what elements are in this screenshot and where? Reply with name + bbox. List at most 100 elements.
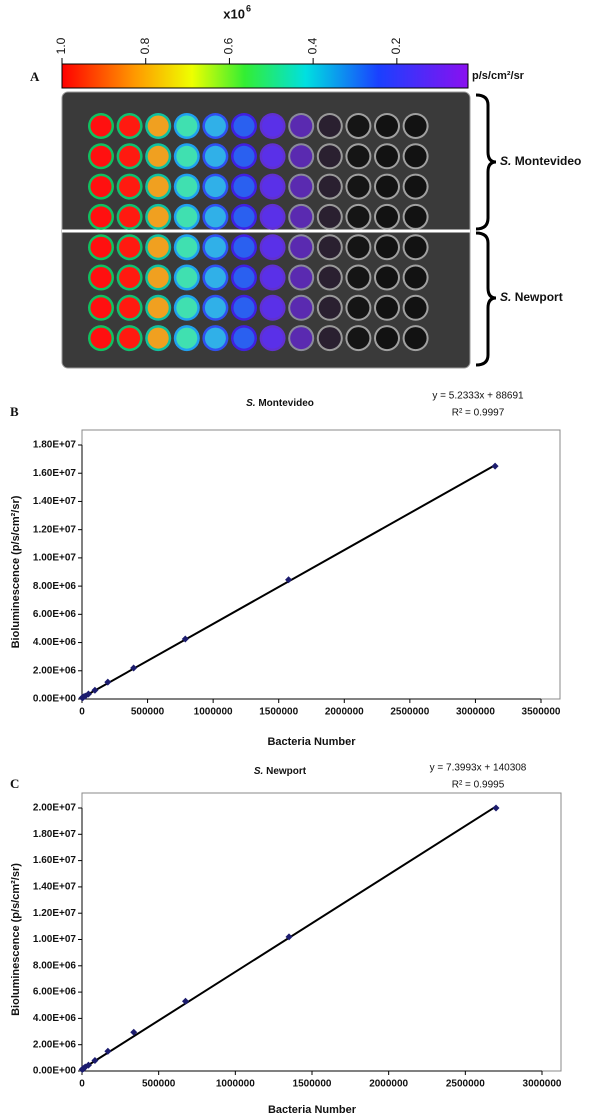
plot-area bbox=[81, 429, 561, 700]
well-core bbox=[376, 175, 398, 198]
colorbar-multiplier: x10 bbox=[223, 6, 245, 21]
well-core bbox=[376, 296, 398, 319]
y-tick-label: 1.60E+07 bbox=[33, 855, 77, 866]
well-core bbox=[119, 115, 141, 137]
well-core bbox=[233, 145, 255, 167]
y-tick-label: 6.00E+06 bbox=[33, 609, 77, 620]
well-core bbox=[204, 267, 226, 288]
well-core bbox=[176, 327, 198, 349]
well-core bbox=[376, 236, 398, 259]
y-tick-label: 1.80E+07 bbox=[33, 440, 77, 451]
y-tick-label: 0.00E+00 bbox=[33, 694, 77, 705]
well-core bbox=[262, 236, 284, 258]
data-point bbox=[91, 686, 99, 694]
well-core bbox=[347, 266, 370, 289]
well-core bbox=[233, 327, 255, 349]
well-core bbox=[318, 236, 341, 259]
data-point bbox=[491, 462, 499, 470]
well-core bbox=[204, 236, 226, 258]
well-core bbox=[262, 115, 284, 137]
data-point bbox=[130, 1028, 138, 1036]
y-tick-label: 6.00E+06 bbox=[33, 987, 77, 998]
well-core bbox=[347, 236, 370, 259]
well-core bbox=[290, 266, 313, 289]
well-core bbox=[204, 176, 226, 198]
well-core bbox=[233, 297, 255, 319]
well-core bbox=[404, 175, 427, 198]
well-core bbox=[318, 296, 341, 319]
well-core bbox=[176, 297, 198, 319]
data-point bbox=[181, 635, 189, 643]
well-core bbox=[147, 327, 169, 349]
y-tick-label: 8.00E+06 bbox=[33, 581, 77, 592]
equation: y = 5.2333x + 88691 bbox=[432, 391, 524, 402]
data-point bbox=[285, 576, 293, 584]
colorbar-tick-label: 0.2 bbox=[389, 37, 403, 54]
well-core bbox=[119, 297, 141, 319]
well-core bbox=[376, 145, 398, 168]
y-tick-label: 1.40E+07 bbox=[33, 496, 77, 507]
well-core bbox=[119, 267, 141, 288]
well-core bbox=[318, 205, 341, 228]
x-axis-label: Bacteria Number bbox=[267, 736, 356, 748]
well-core bbox=[90, 206, 112, 228]
well-core bbox=[376, 266, 398, 289]
x-tick-label: 1000000 bbox=[216, 1079, 255, 1090]
colorbar-tick-label: 0.8 bbox=[138, 37, 152, 54]
chart-title: S. Montevideo bbox=[246, 398, 314, 409]
well-core bbox=[233, 267, 255, 288]
well-core bbox=[347, 327, 370, 350]
plot-area bbox=[81, 792, 562, 1072]
panel-label: A bbox=[30, 69, 40, 84]
well-core bbox=[233, 115, 255, 137]
well-core bbox=[147, 176, 169, 198]
colorbar-tick-label: 0.4 bbox=[305, 37, 319, 54]
y-tick-label: 2.00E+06 bbox=[33, 1039, 77, 1050]
well-core bbox=[147, 297, 169, 319]
well-core bbox=[376, 115, 398, 137]
y-tick-label: 4.00E+06 bbox=[33, 637, 77, 648]
chart-title-name: Newport bbox=[266, 766, 307, 777]
well-core bbox=[347, 145, 370, 168]
well-core bbox=[290, 236, 313, 259]
well-core bbox=[204, 327, 226, 349]
data-point bbox=[285, 933, 293, 941]
well-core bbox=[404, 145, 427, 168]
well-core bbox=[262, 206, 284, 228]
chart-title-genus: S. bbox=[254, 766, 263, 777]
y-tick-label: 2.00E+06 bbox=[33, 665, 77, 676]
x-tick-label: 2000000 bbox=[369, 1079, 408, 1090]
well-core bbox=[176, 267, 198, 288]
colorbar bbox=[61, 63, 469, 89]
well-core bbox=[318, 115, 341, 137]
x-tick-label: 3500000 bbox=[522, 707, 561, 718]
well-core bbox=[347, 175, 370, 198]
well-core bbox=[262, 176, 284, 198]
well-core bbox=[119, 206, 141, 228]
well-core bbox=[404, 327, 427, 350]
data-point bbox=[182, 997, 189, 1005]
colorbar-tick-label: 1.0 bbox=[54, 37, 68, 54]
well-core bbox=[347, 205, 370, 228]
panel-label: C bbox=[10, 776, 19, 791]
well-core bbox=[90, 176, 112, 198]
well-core bbox=[233, 236, 255, 258]
x-tick-label: 3000000 bbox=[523, 1079, 562, 1090]
x-tick-label: 2500000 bbox=[390, 707, 429, 718]
well-core bbox=[204, 297, 226, 319]
y-tick-label: 1.20E+07 bbox=[33, 908, 77, 919]
group-label: S. Montevideo bbox=[500, 154, 581, 168]
bracket bbox=[475, 93, 497, 231]
x-tick-label: 1000000 bbox=[194, 707, 233, 718]
well-core bbox=[290, 327, 313, 350]
x-axis-label: Bacteria Number bbox=[268, 1104, 357, 1116]
well-core bbox=[119, 145, 141, 167]
well-core bbox=[90, 267, 112, 288]
y-tick-label: 0.00E+00 bbox=[33, 1066, 77, 1077]
well-core bbox=[119, 236, 141, 258]
data-point bbox=[130, 664, 138, 672]
y-tick-label: 1.20E+07 bbox=[33, 524, 77, 535]
well-core bbox=[347, 115, 370, 137]
